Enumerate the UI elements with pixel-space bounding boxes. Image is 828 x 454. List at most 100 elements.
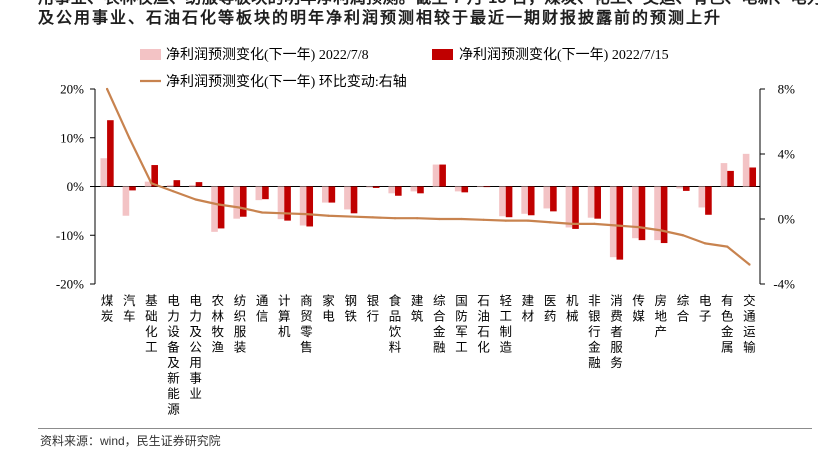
line-point-0 bbox=[105, 87, 109, 91]
line-point-6 bbox=[238, 206, 242, 209]
bar-2022-7-15-9 bbox=[306, 186, 314, 227]
legend: 净利润预测变化(下一年) 2022/7/8 净利润预测变化(下一年) 2022/… bbox=[140, 47, 669, 90]
bar-2022-7-15-17 bbox=[483, 186, 491, 188]
legend-item-2022-7-8: 净利润预测变化(下一年) 2022/7/8 bbox=[140, 47, 369, 63]
right-tick-label-2: 0% bbox=[778, 212, 796, 227]
x-label-20: 医药 bbox=[544, 294, 557, 324]
x-label-3: 电力设备及新能源 bbox=[167, 294, 180, 417]
x-label-6: 纺织服装 bbox=[234, 294, 247, 355]
bar-2022-7-15-15 bbox=[439, 164, 446, 187]
left-tick-label-4: -20% bbox=[56, 277, 84, 292]
bar-2022-7-8-4 bbox=[189, 185, 196, 187]
line-point-11 bbox=[349, 215, 352, 218]
line-point-4 bbox=[194, 198, 197, 201]
bar-2022-7-8-10 bbox=[321, 186, 329, 203]
line-point-21 bbox=[571, 222, 574, 225]
bar-2022-7-15-7 bbox=[262, 186, 269, 200]
x-label-12: 银行 bbox=[367, 294, 380, 324]
left-tick-label-3: -10% bbox=[56, 228, 84, 243]
bar-2022-7-15-16 bbox=[461, 186, 469, 193]
bar-2022-7-15-25 bbox=[660, 186, 668, 244]
x-label-1: 汽车 bbox=[123, 293, 136, 324]
bar-2022-7-15-13 bbox=[395, 186, 402, 196]
bar-2022-7-8-28 bbox=[720, 163, 728, 187]
bar-2022-7-8-20 bbox=[543, 186, 551, 209]
x-label-2: 基础化工 bbox=[145, 294, 158, 355]
bar-2022-7-15-3 bbox=[173, 180, 181, 187]
legend-item-mom-change: 净利润预测变化(下一年) 环比变动:右轴 bbox=[140, 74, 407, 90]
line-point-24 bbox=[637, 226, 640, 229]
report-heading: 用事业、农林牧渔、纺服等板块的明年净利润预测。截至 7 月 15 日，煤炭、化工… bbox=[38, 0, 818, 29]
bar-2022-7-8-25 bbox=[654, 186, 661, 241]
x-label-24: 传媒 bbox=[632, 293, 645, 324]
line-point-27 bbox=[704, 242, 707, 245]
bar-2022-7-8-29 bbox=[742, 153, 750, 187]
line-point-29 bbox=[748, 263, 751, 266]
x-label-13: 食品饮料 bbox=[389, 293, 402, 355]
bar-2022-7-8-22 bbox=[587, 186, 595, 218]
x-label-22: 非银行金融 bbox=[588, 294, 601, 370]
line-point-22 bbox=[593, 222, 596, 225]
bar-2022-7-8-3 bbox=[166, 185, 174, 187]
x-label-29: 交通运输 bbox=[743, 293, 756, 355]
bar-2022-7-15-27 bbox=[705, 186, 712, 215]
bar-2022-7-8-13 bbox=[388, 186, 396, 194]
x-label-19: 建材 bbox=[522, 294, 535, 324]
x-label-16: 国防军工 bbox=[455, 294, 468, 355]
x-label-17: 石油石化 bbox=[477, 294, 490, 355]
line-point-17 bbox=[482, 218, 485, 221]
line-point-18 bbox=[504, 219, 507, 222]
left-tick-label-2: 0% bbox=[67, 179, 85, 194]
bar-2022-7-8-21 bbox=[565, 186, 573, 228]
bar-2022-7-15-14 bbox=[417, 186, 424, 194]
bar-2022-7-15-6 bbox=[239, 186, 247, 217]
right-tick-label-3: -4% bbox=[773, 277, 795, 292]
x-label-25: 房地产 bbox=[655, 293, 668, 339]
bar-2022-7-8-5 bbox=[211, 186, 218, 232]
x-label-28: 有色金属 bbox=[721, 294, 734, 355]
line-point-12 bbox=[371, 216, 374, 219]
right-tick-label-0: 8% bbox=[778, 82, 796, 97]
heading-line-2: 及公用事业、石油石化等板块的明年净利润预测相较于最近一期财报披露前的预测上升 bbox=[38, 10, 723, 27]
left-tick-label-1: 10% bbox=[60, 130, 84, 145]
bar-2022-7-8-26 bbox=[676, 186, 683, 189]
line-point-13 bbox=[393, 217, 397, 220]
line-point-9 bbox=[305, 213, 308, 216]
line-point-8 bbox=[283, 212, 286, 215]
x-label-10: 家电 bbox=[322, 293, 335, 324]
x-label-0: 煤炭 bbox=[101, 294, 114, 324]
bar-2022-7-8-15 bbox=[432, 164, 440, 187]
bar-2022-7-8-8 bbox=[277, 186, 285, 220]
line-point-28 bbox=[726, 245, 729, 248]
bar-2022-7-8-16 bbox=[454, 186, 462, 192]
right-tick-label-1: 4% bbox=[778, 147, 796, 162]
series-line-mom-change bbox=[105, 87, 751, 266]
bar-2022-7-15-8 bbox=[284, 186, 291, 221]
heading-line-1: 用事业、农林牧渔、纺服等板块的明年净利润预测。截至 7 月 15 日，煤炭、化工… bbox=[38, 0, 818, 9]
bar-2022-7-15-26 bbox=[682, 186, 690, 191]
bar-2022-7-8-19 bbox=[521, 186, 528, 214]
legend-label-mom-change: 净利润预测变化(下一年) 环比变动:右轴 bbox=[166, 74, 407, 90]
x-label-15: 综合金融 bbox=[433, 294, 446, 355]
bar-2022-7-8-12 bbox=[366, 186, 373, 188]
x-label-14: 建筑 bbox=[411, 294, 424, 324]
bar-2022-7-15-12 bbox=[372, 186, 380, 188]
bar-2022-7-15-1 bbox=[129, 186, 136, 191]
legend-item-2022-7-15: 净利润预测变化(下一年) 2022/7/15 bbox=[432, 47, 669, 63]
x-label-7: 通信 bbox=[256, 294, 269, 324]
line-point-14 bbox=[416, 217, 419, 220]
x-label-27: 电子 bbox=[699, 294, 712, 324]
bar-2022-7-15-21 bbox=[572, 186, 579, 229]
bar-2022-7-8-1 bbox=[122, 186, 130, 216]
bar-2022-7-15-18 bbox=[505, 186, 513, 218]
bar-2022-7-15-28 bbox=[727, 170, 734, 187]
bar-2022-7-8-6 bbox=[233, 186, 240, 219]
x-label-8: 计算机 bbox=[278, 294, 291, 339]
line-point-5 bbox=[216, 203, 219, 206]
bar-2022-7-15-23 bbox=[616, 186, 624, 260]
tick-labels: 20% 10% 0% -10% -20% 8% 4% 0% -4% bbox=[56, 82, 795, 292]
legend-swatch-2022-7-8 bbox=[140, 49, 161, 60]
bar-2022-7-8-7 bbox=[255, 186, 263, 201]
bar-2022-7-15-5 bbox=[217, 186, 225, 229]
